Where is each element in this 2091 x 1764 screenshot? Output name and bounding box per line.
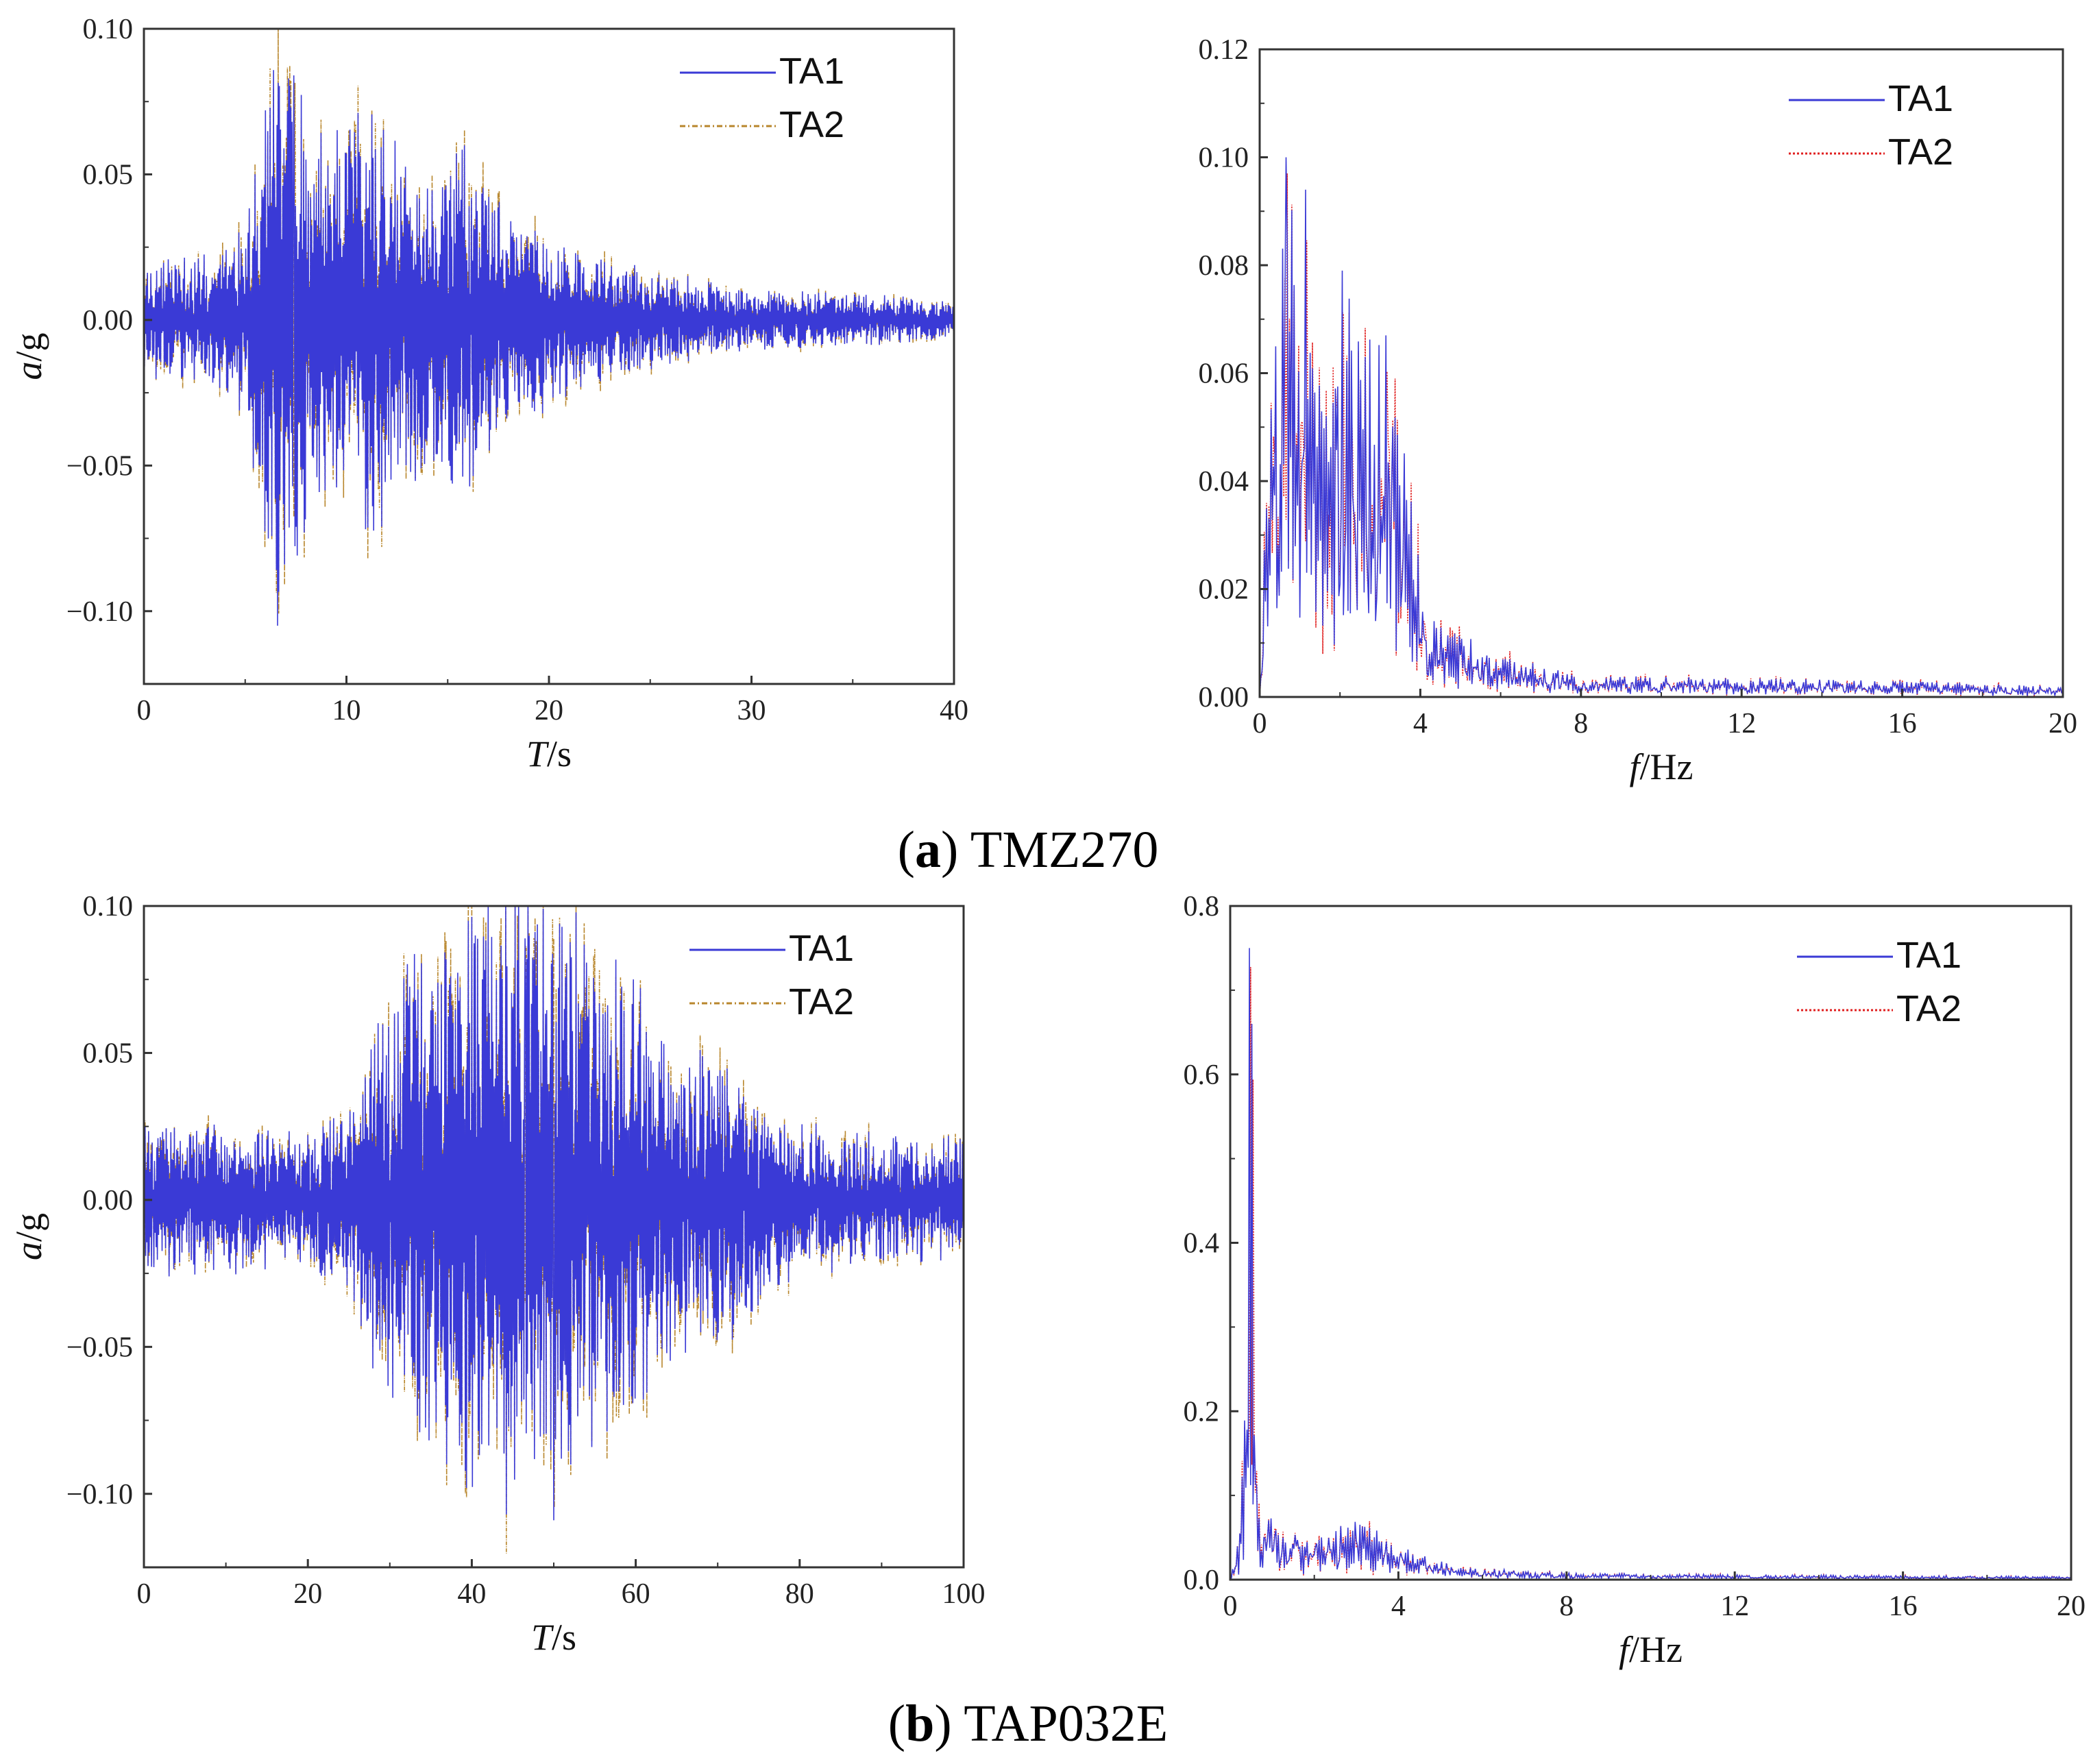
y-tick-label: 0.05 (83, 159, 134, 191)
y-tick-label: 0.00 (83, 305, 134, 336)
x-axis-label-symbol: T (526, 733, 550, 774)
legend-label-ta2: TA2 (789, 981, 854, 1022)
y-tick-label: 0.10 (83, 891, 134, 922)
caption-b-text: TAP032E (952, 1695, 1169, 1752)
x-tick-label: 30 (737, 695, 766, 726)
x-axis-label: f/Hz (1619, 1629, 1683, 1670)
y-tick-label: 0.10 (1199, 143, 1249, 174)
y-tick-label: 0.8 (1184, 891, 1220, 922)
y-tick-label: 0.04 (1199, 466, 1249, 498)
y-axis-label: a/g (8, 1213, 49, 1260)
legend-label-ta2: TA2 (1896, 988, 1961, 1029)
caption-b-letter: b (905, 1695, 934, 1752)
legend-label-ta1: TA1 (1896, 935, 1961, 976)
x-tick-label: 12 (1727, 708, 1756, 739)
legend-label-ta1: TA1 (779, 51, 844, 92)
chart-a-time-history: 0 10 20 30 40 0.10 0.05 0.00 −0.05 −0.10 T/s a/g TA1… (8, 14, 968, 774)
caption-a-letter: a (915, 821, 941, 879)
x-tick-label: 20 (2049, 708, 2077, 739)
y-tick-label: −0.05 (66, 1332, 133, 1363)
x-tick-label: 20 (293, 1578, 322, 1610)
chart-b-time-history: 0 20 40 60 80 100 0.10 0.05 0.00 −0.05 −0.10 T/s a/g… (8, 891, 986, 1658)
x-axis-label: T/s (526, 733, 572, 774)
x-axis-label-unit: /s (547, 733, 572, 774)
x-tick-label: 80 (785, 1578, 814, 1610)
y-axis-label-unit: /g (8, 1213, 49, 1242)
caption-b: (b) TAP032E (888, 1695, 1168, 1752)
y-tick-label: 0.08 (1199, 250, 1249, 282)
y-tick-label: 0.10 (83, 14, 134, 45)
x-tick-label: 0 (1253, 708, 1267, 739)
x-tick-label: 40 (940, 695, 968, 726)
x-tick-label: 20 (2057, 1591, 2086, 1622)
x-tick-label: 40 (457, 1578, 486, 1610)
x-tick-label: 0 (137, 695, 151, 726)
x-tick-label: 12 (1720, 1591, 1749, 1622)
x-tick-label: 100 (942, 1578, 986, 1610)
y-tick-label: −0.05 (66, 450, 133, 482)
y-tick-label: 0.12 (1199, 34, 1249, 66)
x-axis-label-unit: /Hz (1640, 746, 1693, 787)
legend-label-ta2: TA2 (779, 104, 844, 145)
y-axis-label: a/g (8, 332, 49, 380)
x-tick-label: 0 (1223, 1591, 1238, 1622)
legend-label-ta2: TA2 (1888, 132, 1953, 173)
y-axis-label-symbol: a (8, 1242, 49, 1260)
caption-a: (a) TMZ270 (898, 821, 1159, 879)
caption-a-text: TMZ270 (958, 821, 1158, 879)
y-axis-label-symbol: a (8, 362, 49, 380)
x-tick-label: 0 (137, 1578, 151, 1610)
x-tick-label: 8 (1559, 1591, 1574, 1622)
y-tick-label: 0.06 (1199, 358, 1249, 390)
x-tick-label: 10 (332, 695, 361, 726)
y-tick-label: 0.05 (83, 1038, 134, 1069)
x-tick-label: 8 (1574, 708, 1588, 739)
y-tick-label: 0.6 (1184, 1059, 1220, 1091)
x-tick-label: 60 (622, 1578, 650, 1610)
x-axis-label: f/Hz (1630, 746, 1693, 787)
series-line-ta1 (143, 905, 964, 1521)
x-tick-label: 16 (1889, 1591, 1918, 1622)
x-axis-label-unit: /s (552, 1617, 576, 1658)
y-axis-label-unit: /g (8, 332, 49, 361)
chart-a-fourier-spectrum: 0 4 8 12 16 20 0.12 0.10 0.08 0.06 0.04 0.02 0.00 f/H… (1199, 34, 2078, 787)
series-line-ta1 (1230, 948, 2072, 1581)
y-tick-label: 0.02 (1199, 574, 1249, 606)
legend-label-ta1: TA1 (1888, 78, 1953, 119)
series-line-ta1 (143, 70, 955, 626)
y-tick-label: −0.10 (66, 1479, 133, 1510)
y-tick-label: 0.2 (1184, 1396, 1220, 1428)
y-tick-label: 0.00 (1199, 682, 1249, 713)
legend-label-ta1: TA1 (789, 928, 854, 969)
series-line-ta2 (1259, 173, 2063, 698)
series-line-ta1 (1259, 157, 2064, 698)
y-tick-label: 0.4 (1184, 1228, 1220, 1260)
x-axis-label-unit: /Hz (1629, 1629, 1683, 1670)
x-tick-label: 16 (1888, 708, 1917, 739)
x-tick-label: 4 (1413, 708, 1428, 739)
x-axis-label: T/s (531, 1617, 576, 1658)
y-tick-label: 0.00 (83, 1185, 134, 1216)
x-tick-label: 4 (1391, 1591, 1406, 1622)
series-line-ta2 (1230, 967, 2072, 1581)
x-tick-label: 20 (535, 695, 563, 726)
y-tick-label: 0.0 (1184, 1565, 1220, 1596)
x-axis-label-symbol: T (531, 1617, 554, 1658)
y-tick-label: −0.10 (66, 596, 133, 628)
